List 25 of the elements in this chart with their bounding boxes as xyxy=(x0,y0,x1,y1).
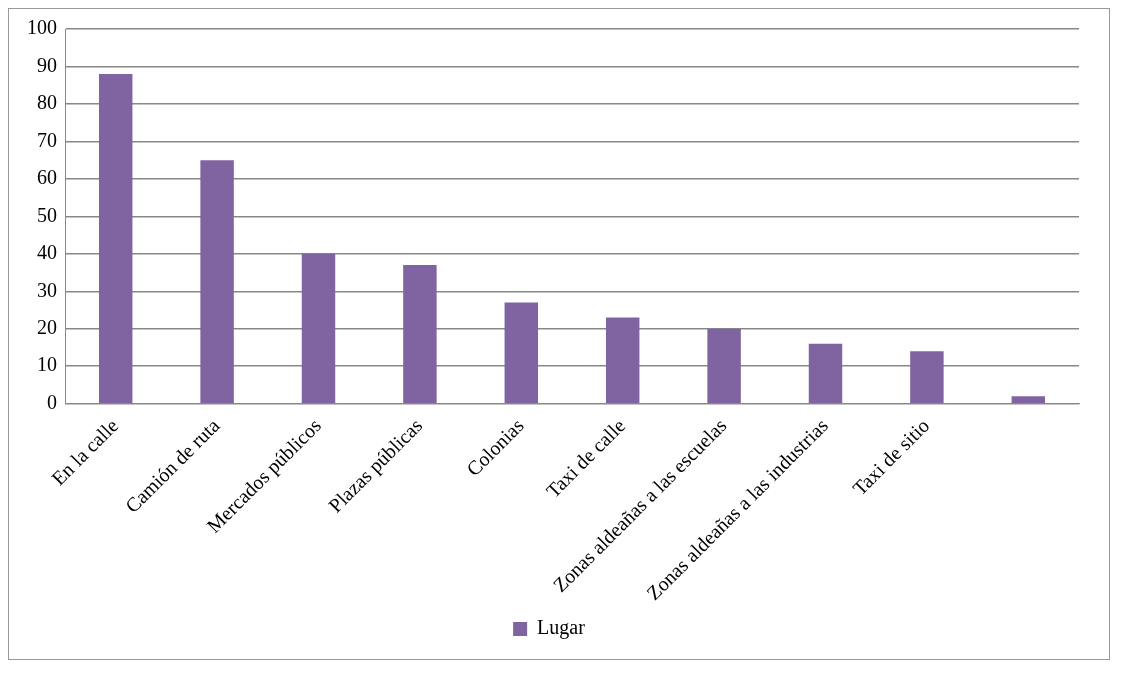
bar xyxy=(301,253,336,403)
bar xyxy=(200,160,234,403)
bar xyxy=(98,73,133,403)
x-tick-label: Taxi de sitio xyxy=(848,414,934,500)
y-tick-label: 50 xyxy=(37,203,57,226)
y-tick-label: 90 xyxy=(37,53,57,76)
y-tick-label: 10 xyxy=(37,353,57,376)
y-tick-label: 20 xyxy=(37,315,57,338)
x-tick-label: En la calle xyxy=(47,414,123,490)
bar xyxy=(605,317,640,403)
y-tick-label: 0 xyxy=(47,390,57,413)
y-tick-label: 40 xyxy=(37,241,57,264)
legend-label: Lugar xyxy=(537,616,586,640)
y-tick-label: 60 xyxy=(37,166,57,189)
bar xyxy=(707,328,741,403)
y-tick-label: 100 xyxy=(27,16,57,39)
bar xyxy=(504,302,539,403)
y-tick-label: 80 xyxy=(37,91,57,114)
y-tick-label: 70 xyxy=(37,128,57,151)
bar xyxy=(1011,396,1046,403)
y-tick-label: 30 xyxy=(37,278,57,301)
bar xyxy=(403,265,437,403)
bar xyxy=(910,351,944,403)
bar xyxy=(808,343,843,403)
x-tick-label: Taxi de calle xyxy=(541,414,630,502)
